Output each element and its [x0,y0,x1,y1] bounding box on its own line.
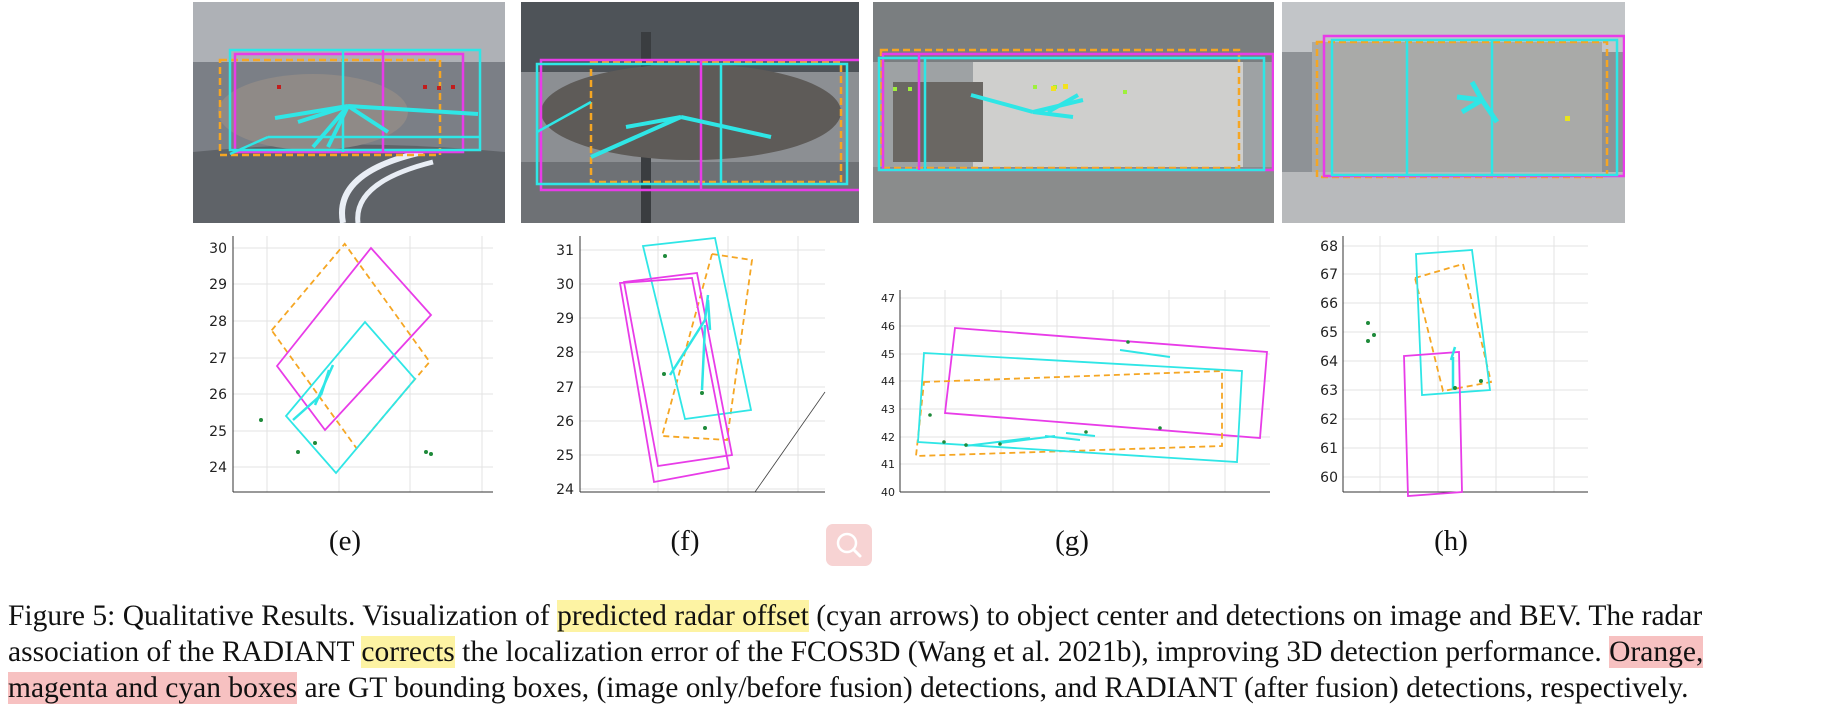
y-tick: 65 [1320,325,1338,341]
y-tick: 67 [1320,267,1338,283]
photo-panel-e [193,2,505,223]
caption-text: (cyan arrows) to object center and detec… [808,600,1703,632]
y-tick: 63 [1320,383,1338,399]
y-tick: 66 [1320,296,1338,312]
y-tick: 60 [1320,470,1338,486]
y-tick: 30 [209,241,227,257]
y-tick: 45 [881,348,895,361]
x-tick: 24 [938,498,952,500]
y-tick: 44 [881,375,895,388]
search-icon [836,532,862,558]
caption-line-1: Figure 5: Qualitative Results. Visualiza… [8,598,1823,634]
y-tick: 41 [881,458,895,471]
x-tick: 26 [994,498,1008,500]
x-tick: 30 [1106,498,1120,500]
photo-panel-h [1282,2,1625,223]
panel-label-g: (g) [1055,525,1089,557]
y-tick: 24 [556,482,574,498]
x-tick: 34 [1218,498,1232,500]
panel-label-f: (f) [670,525,700,557]
y-tick: 27 [556,380,574,396]
bev-plot-f: 12 14 16 31 30 29 28 27 26 25 24 [540,230,840,500]
caption-highlight: predicted radar offset [557,600,809,632]
search-button[interactable] [826,524,872,566]
y-tick: 42 [881,431,895,444]
y-tick: 47 [881,292,895,305]
y-tick: 30 [556,277,574,293]
caption-highlight: magenta and cyan boxes [8,672,298,704]
y-tick: 62 [1320,412,1338,428]
caption-highlight: corrects [361,636,455,668]
y-tick: 64 [1320,354,1338,370]
caption-text: Figure 5: Qualitative Results. Visualiza… [8,600,558,632]
panel-label-h: (h) [1434,525,1468,557]
caption-text: are GT bounding boxes, (image only/befor… [297,672,1689,704]
y-tick: 24 [209,460,227,476]
y-tick: 68 [1320,239,1338,255]
y-tick: 25 [556,448,574,464]
figure-caption: Figure 5: Qualitative Results. Visualiza… [8,598,1823,706]
y-tick: 61 [1320,441,1338,457]
photo-panel-g [873,2,1274,223]
y-tick: 31 [556,243,574,259]
y-tick: 26 [209,387,227,403]
y-tick: 27 [209,351,227,367]
bev-plot-e: 2 4 6 8 30 29 28 27 26 25 24 [193,230,505,500]
caption-line-3: magenta and cyan boxes are GT bounding b… [8,670,1823,706]
y-tick: 26 [556,414,574,430]
y-tick: 40 [881,486,895,499]
y-tick: 28 [209,314,227,330]
caption-text: the localization error of the FCOS3D (Wa… [454,636,1610,668]
caption-highlight: Orange, [1609,636,1704,668]
y-tick: 25 [209,424,227,440]
panel-label-e: (e) [328,525,362,557]
y-tick: 46 [881,320,895,333]
x-tick: 32 [1162,498,1176,500]
caption-text: association of the RADIANT [8,636,362,668]
bev-plot-g: 24 26 28 30 32 34 47 46 45 44 43 42 41 4… [870,230,1275,500]
bev-plot-h: 4 6 8 10 68 67 66 65 64 63 62 61 60 [1308,230,1608,500]
y-tick: 43 [881,403,895,416]
y-tick: 28 [556,345,574,361]
photo-panel-f [521,2,859,223]
caption-line-2: association of the RADIANT corrects the … [8,634,1823,670]
y-tick: 29 [209,277,227,293]
x-tick: 28 [1050,498,1064,500]
y-tick: 29 [556,311,574,327]
